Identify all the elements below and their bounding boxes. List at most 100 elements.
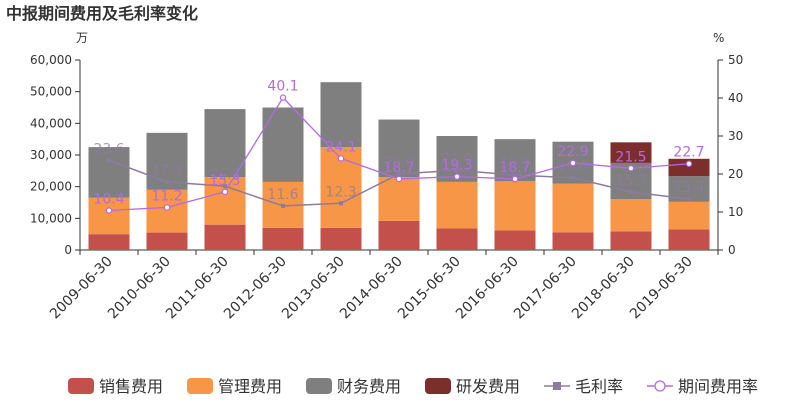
bar-segment [610, 142, 652, 163]
data-label: 17.9 [151, 163, 182, 179]
left-tick-label: 10,000 [30, 211, 72, 225]
bar-segment [436, 181, 478, 229]
series-point [685, 160, 693, 167]
series-point [165, 179, 169, 184]
right-tick-label: 50 [728, 53, 743, 67]
data-label: 12.3 [325, 184, 356, 200]
bar-segment [436, 228, 478, 250]
series-point [455, 168, 459, 173]
legend-item: 研发费用 [425, 377, 520, 396]
bar-segment [146, 189, 188, 233]
data-label: 21.5 [615, 149, 646, 165]
bar-segment [146, 232, 188, 250]
left-tick-label: 20,000 [30, 180, 72, 194]
bar-segment [610, 231, 652, 250]
legend-label: 研发费用 [456, 377, 520, 396]
bar-segment [668, 201, 710, 230]
bar-segment [204, 109, 246, 178]
series-point [627, 165, 635, 172]
left-tick-label: 40,000 [30, 116, 72, 130]
series-point [339, 201, 343, 206]
bar-segment [668, 229, 710, 250]
bar-segment [378, 119, 420, 178]
bar-segment [668, 158, 710, 177]
right-axis-unit: % [713, 31, 724, 45]
data-label: 18.7 [499, 160, 530, 176]
legend-marker [654, 380, 666, 392]
bar-segment [378, 177, 420, 221]
series-point [163, 204, 171, 211]
series-point [395, 175, 403, 183]
data-label: 18.7 [383, 160, 414, 176]
legend-label: 管理费用 [218, 377, 282, 396]
data-label: 19.0 [557, 159, 588, 175]
legend-label: 财务费用 [337, 377, 401, 396]
left-axis-unit: 万 [76, 31, 88, 45]
data-label: 11.2 [151, 188, 182, 204]
bar-segment [88, 197, 130, 235]
legend-item: 销售费用 [68, 377, 163, 396]
bar-segment [494, 181, 536, 231]
legend-label: 期间费用率 [678, 377, 758, 396]
data-label: 21.0 [441, 151, 472, 167]
bar-segment [378, 220, 420, 250]
legend-swatch [306, 378, 332, 394]
bar-segment [88, 234, 130, 250]
series-point [337, 155, 345, 162]
right-tick-label: 10 [728, 205, 743, 219]
data-label: 11.6 [267, 187, 298, 203]
data-label: 13.4 [673, 180, 704, 196]
series-point [569, 159, 577, 167]
legend-item: 毛利率 [544, 377, 623, 396]
right-tick-label: 30 [728, 129, 743, 143]
bar-segment [320, 82, 362, 148]
data-label: 19.7 [499, 156, 530, 172]
data-label: 19.3 [441, 158, 472, 174]
series-point [629, 189, 633, 194]
bar-segment [88, 147, 130, 198]
series-point [453, 173, 461, 180]
right-tick-label: 0 [728, 243, 736, 257]
legend-item: 财务费用 [306, 377, 401, 396]
data-label: 23.6 [93, 141, 124, 157]
series-point [107, 158, 111, 163]
data-label: 10.4 [93, 191, 124, 207]
data-label: 22.9 [557, 144, 588, 160]
x-axis-labels: 2009-06-302010-06-302011-06-302012-06-30… [47, 254, 696, 323]
series-point [279, 94, 287, 101]
bar-segment [610, 199, 652, 232]
right-tick-label: 40 [728, 91, 743, 105]
line-layer: 23.617.9 16.811.6 12.320.0 21.0 19.7 19.015.3… [93, 79, 705, 214]
legend-item: 期间费用率 [647, 377, 758, 396]
data-label: 20.0 [383, 155, 414, 171]
bar-segment [262, 107, 304, 182]
left-tick-label: 60,000 [30, 53, 72, 67]
right-tick-label: 20 [728, 167, 743, 181]
bar-segment [494, 230, 536, 250]
series-point [221, 188, 229, 196]
data-label: 22.7 [673, 145, 704, 161]
legend-item: 管理费用 [187, 377, 282, 396]
bar-segment [552, 232, 594, 250]
data-label: 24.1 [325, 139, 356, 155]
series-point [105, 207, 113, 214]
data-label: 15.3 [209, 173, 240, 189]
series-point [511, 175, 519, 183]
x-tick-label: 2019-06-30 [627, 254, 696, 323]
series-point [687, 197, 691, 202]
legend: 销售费用 管理费用 财务费用 研发费用 毛利率 期间费用率 [68, 377, 758, 396]
bar-segment [262, 227, 304, 250]
left-tick-label: 30,000 [30, 148, 72, 162]
bar-segment [320, 227, 362, 250]
legend-swatch [187, 378, 213, 394]
legend-swatch [425, 378, 451, 394]
data-label: 40.1 [267, 79, 298, 95]
series-point [281, 203, 285, 208]
chart-title: 中报期间费用及毛利率变化 [6, 4, 198, 23]
series-point [571, 175, 575, 180]
left-tick-label: 0 [64, 243, 72, 257]
series-point [513, 173, 517, 178]
left-tick-label: 50,000 [30, 85, 72, 99]
bar-segment [204, 224, 246, 250]
